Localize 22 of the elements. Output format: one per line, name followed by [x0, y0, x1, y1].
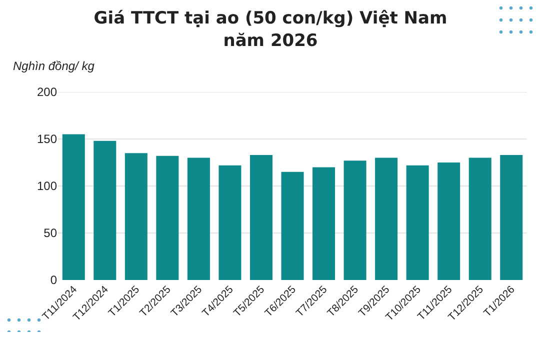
bar: [94, 140, 116, 280]
y-tick-label: 150: [36, 132, 58, 146]
y-tick-label: 200: [36, 85, 58, 100]
bar: [218, 165, 242, 280]
bar: [187, 158, 210, 280]
y-tick-label: 100: [36, 179, 58, 194]
bar: [250, 154, 272, 280]
bar: [156, 156, 179, 280]
bar: [281, 172, 304, 280]
bar: [406, 165, 429, 280]
bar: [468, 158, 492, 280]
y-tick-label: 0: [50, 273, 58, 288]
bar: [344, 160, 366, 280]
bar: [312, 167, 336, 280]
y-tick-label: 50: [44, 226, 58, 240]
bar: [62, 134, 85, 280]
y-axis-title: Nghìn đồng/ kg: [13, 59, 95, 73]
bar: [124, 153, 148, 280]
chart-title: Giá TTCT tại ao (50 con/kg) Việt Nam năm 2026: [94, 8, 448, 51]
bar: [375, 158, 398, 280]
bar: [500, 154, 523, 280]
bar: [438, 162, 460, 280]
